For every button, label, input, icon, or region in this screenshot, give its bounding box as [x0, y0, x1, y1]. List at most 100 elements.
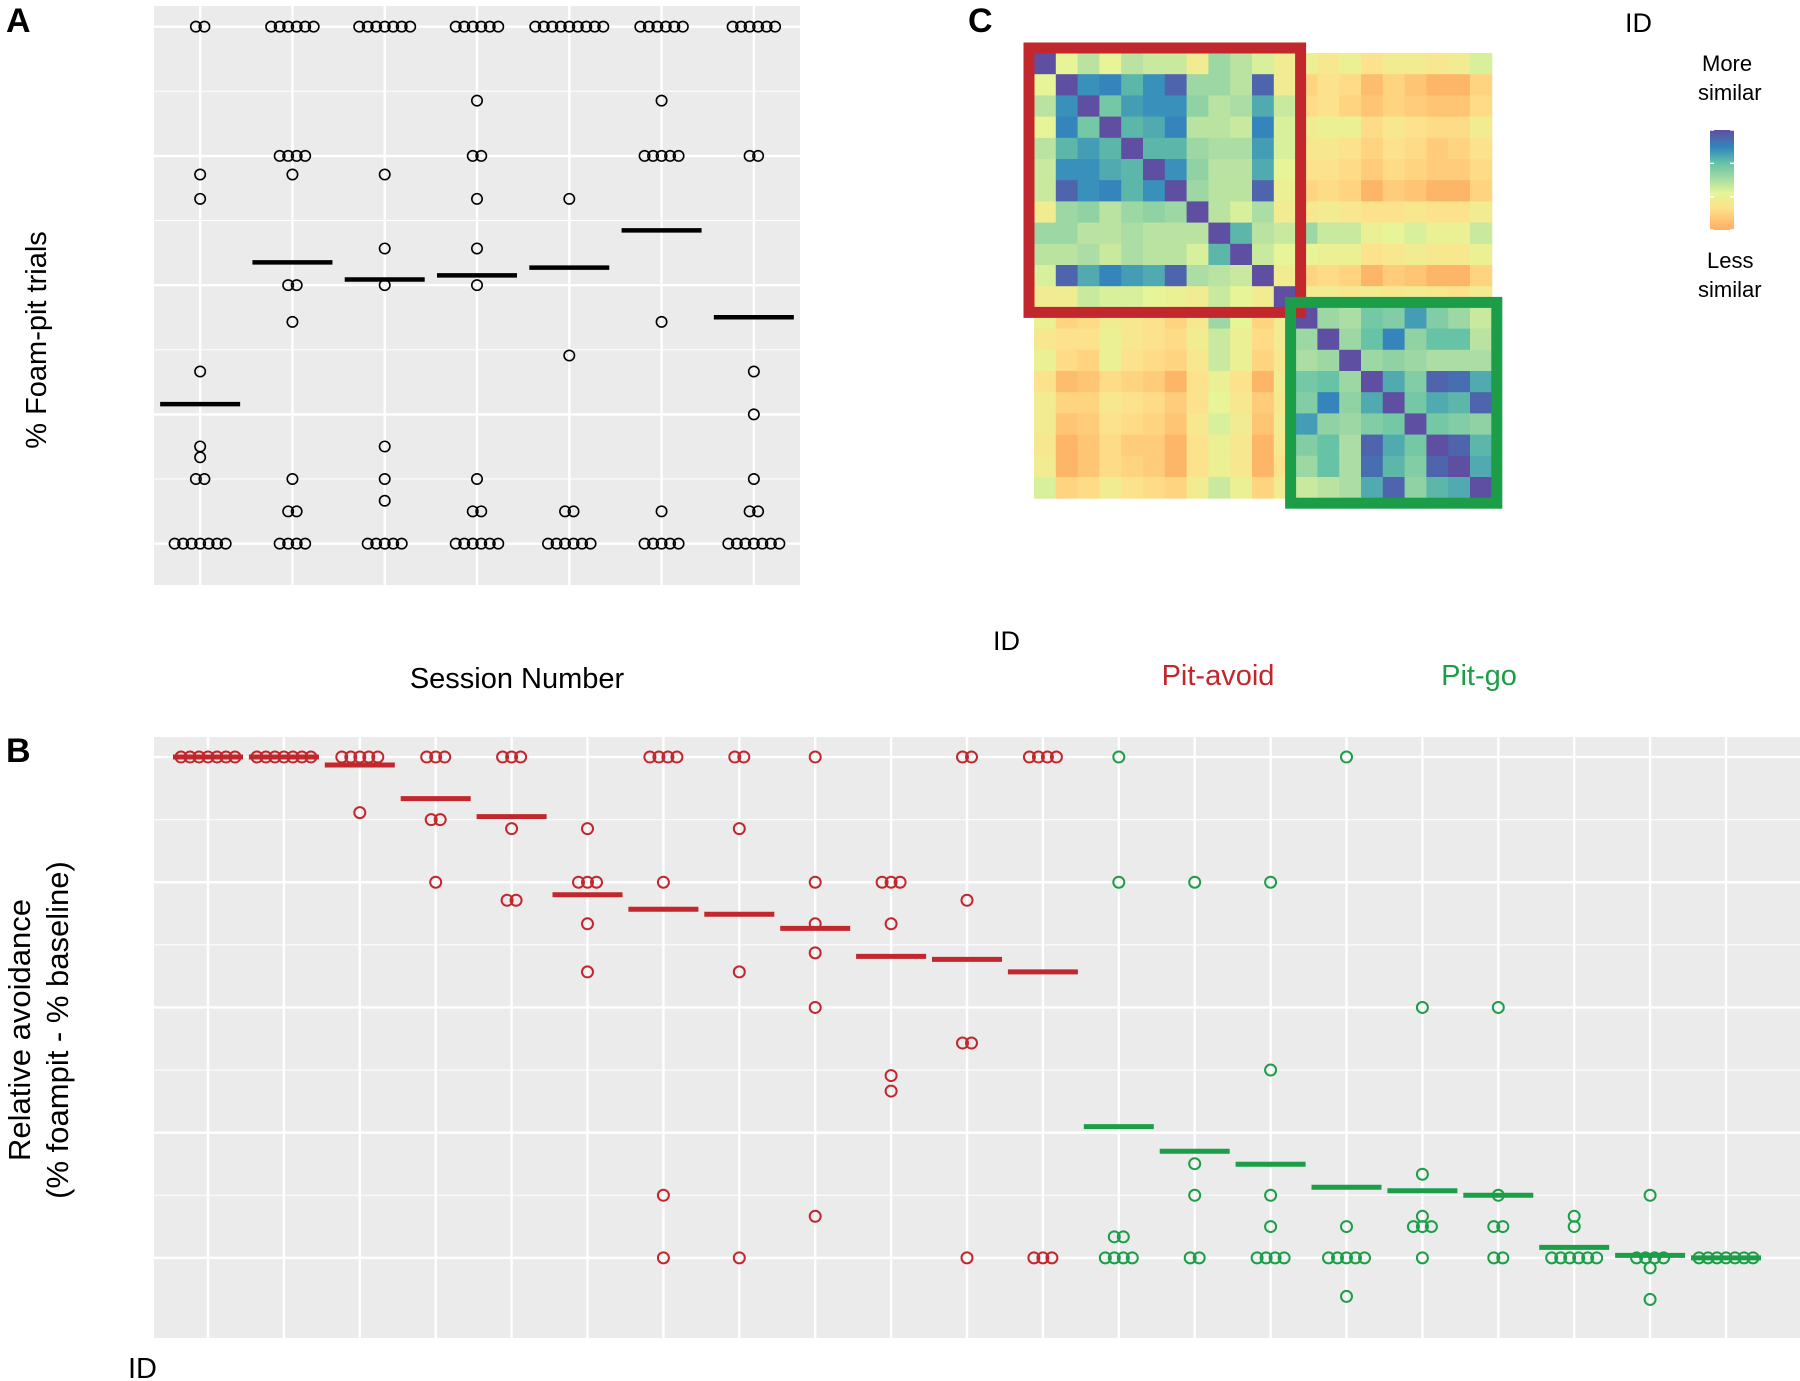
data-point — [449, 20, 462, 33]
heatmap-cell — [1077, 434, 1100, 457]
data-point — [634, 20, 647, 33]
data-point — [466, 505, 479, 518]
heatmap-cell — [1055, 201, 1079, 224]
data-point — [764, 537, 777, 550]
heatmap-cell — [1055, 243, 1079, 266]
data-point — [353, 806, 367, 820]
data-point — [1728, 1251, 1742, 1265]
heatmap-cell — [1252, 180, 1275, 202]
heatmap-cell — [1034, 392, 1057, 414]
heatmap-cell — [1055, 265, 1079, 287]
data-point — [202, 537, 215, 550]
data-point — [1192, 1251, 1206, 1265]
heatmap-cell — [1317, 116, 1340, 139]
heatmap-cell — [1317, 328, 1340, 351]
heatmap-cell — [1186, 371, 1209, 393]
heatmap-cell — [1404, 53, 1427, 75]
data-point — [1049, 750, 1063, 764]
data-point — [1581, 1251, 1595, 1265]
data-point — [1250, 1251, 1264, 1265]
heatmap-cell — [1339, 243, 1362, 266]
heatmap-cell — [1099, 95, 1122, 118]
heatmap-cell — [1143, 74, 1166, 96]
data-point — [808, 750, 822, 764]
heatmap-cell — [1186, 349, 1209, 372]
data-point — [282, 149, 295, 162]
heatmap-cell — [1382, 222, 1406, 245]
data-point — [651, 20, 664, 33]
heatmap-cell — [1055, 434, 1079, 457]
heatmap-cell — [1382, 349, 1406, 372]
heatmap-cell — [1208, 95, 1231, 118]
data-point — [655, 505, 668, 518]
heatmap-cell — [1404, 477, 1427, 499]
legend-less-similar-line1: Less — [1707, 248, 1753, 273]
color-scale-legend: More similar Less similar — [1698, 51, 1762, 302]
heatmap-cell — [1448, 95, 1471, 118]
heatmap-cell — [1382, 180, 1406, 202]
panel-c: C ID ID Pit-avoid Pit-go More similar — [968, 2, 1762, 692]
heatmap-cell — [1404, 307, 1427, 330]
heatmap-cell — [1295, 477, 1318, 499]
heatmap-cell — [1361, 328, 1384, 351]
heatmap-cell — [1382, 116, 1406, 139]
heatmap-cell — [1470, 307, 1493, 330]
heatmap-cell — [1382, 413, 1406, 436]
heatmap-cell — [1339, 222, 1362, 245]
heatmap-cell — [1448, 392, 1471, 414]
data-point — [424, 813, 438, 827]
data-point — [505, 822, 519, 836]
data-point — [884, 917, 898, 931]
heatmap-cell — [1121, 159, 1144, 181]
heatmap-cell — [1055, 74, 1079, 96]
data-point — [670, 750, 684, 764]
data-point — [1264, 1063, 1278, 1077]
data-point — [884, 875, 898, 889]
data-point — [514, 750, 528, 764]
data-point — [466, 537, 479, 550]
data-point — [1491, 1000, 1505, 1014]
heatmap-cell — [1339, 137, 1362, 160]
data-point — [956, 750, 969, 764]
heatmap-cell — [1230, 349, 1253, 372]
data-point — [1719, 1251, 1733, 1265]
data-point — [1340, 1289, 1353, 1303]
heatmap-cell — [1077, 371, 1100, 393]
heatmap-cell — [1382, 137, 1406, 160]
heatmap-cell — [1317, 74, 1340, 96]
heatmap-cell — [1208, 349, 1231, 372]
data-point — [290, 537, 303, 550]
data-point — [1340, 1220, 1353, 1234]
heatmap-cell — [1230, 455, 1253, 478]
heatmap-cell — [1099, 222, 1122, 245]
data-point — [378, 20, 391, 33]
data-point — [420, 750, 434, 764]
heatmap-cell — [1121, 371, 1144, 393]
heatmap-cell — [1426, 434, 1449, 457]
heatmap-cell — [1273, 265, 1297, 287]
heatmap-cell — [1361, 307, 1384, 330]
heatmap-cell — [1448, 222, 1471, 245]
heatmap-cell — [1317, 222, 1340, 245]
heatmap-cell — [1230, 286, 1253, 308]
data-point — [378, 473, 391, 486]
data-point — [189, 20, 202, 33]
heatmap-cell — [1143, 222, 1166, 245]
heatmap-cell — [1208, 477, 1231, 499]
heatmap-cell — [1470, 371, 1493, 393]
data-point — [290, 149, 303, 162]
data-point — [1045, 1251, 1059, 1265]
heatmap-cell — [1034, 477, 1057, 499]
data-point — [466, 149, 479, 162]
heatmap-cell — [1186, 116, 1209, 139]
heatmap-cell — [1055, 137, 1079, 160]
heatmap-cell — [1339, 265, 1362, 287]
heatmap-cell — [1034, 159, 1057, 181]
heatmap-cell — [1470, 116, 1493, 139]
heatmap-cell — [1186, 201, 1209, 224]
data-point — [572, 875, 585, 889]
heatmap-cell — [1252, 265, 1275, 287]
heatmap-cell — [1055, 413, 1079, 436]
data-point — [1701, 1251, 1715, 1265]
